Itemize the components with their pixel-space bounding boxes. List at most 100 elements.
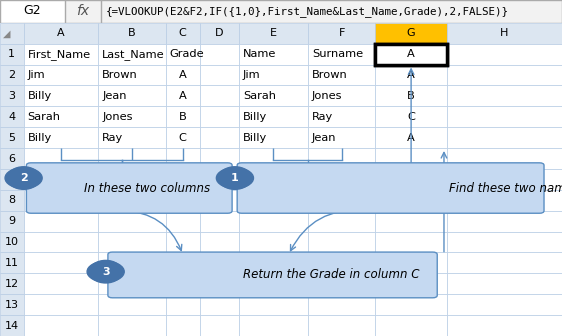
Text: First_Name: First_Name: [28, 49, 90, 59]
Text: 1: 1: [8, 49, 15, 59]
Text: Surname: Surname: [312, 49, 363, 59]
Text: 7: 7: [8, 174, 15, 184]
Text: 11: 11: [5, 258, 19, 268]
Text: A: A: [57, 28, 65, 38]
Bar: [24, 169, 98, 190]
Bar: [0, 65, 24, 85]
Bar: [239, 232, 308, 252]
Text: 4: 4: [8, 112, 15, 122]
Bar: [166, 294, 200, 315]
Bar: [308, 190, 375, 211]
Bar: [166, 315, 200, 336]
Bar: [0, 315, 24, 336]
Bar: [24, 148, 98, 169]
Bar: [24, 44, 98, 65]
Bar: [375, 148, 447, 169]
Text: Jim: Jim: [243, 70, 260, 80]
Bar: [447, 85, 562, 107]
Bar: [24, 23, 98, 44]
Bar: [0, 148, 24, 169]
Bar: [239, 127, 308, 148]
Bar: [239, 44, 308, 65]
Bar: [166, 127, 200, 148]
Bar: [239, 294, 308, 315]
Bar: [308, 65, 375, 85]
Bar: [447, 294, 562, 315]
Bar: [98, 211, 166, 232]
Circle shape: [87, 261, 124, 282]
Bar: [166, 44, 200, 65]
Text: A: A: [407, 49, 415, 59]
Bar: [166, 190, 200, 211]
Bar: [200, 252, 239, 274]
Ellipse shape: [7, 167, 40, 189]
Bar: [200, 211, 239, 232]
Bar: [0, 232, 24, 252]
Bar: [200, 294, 239, 315]
Bar: [98, 294, 166, 315]
Bar: [375, 127, 447, 148]
Text: A: A: [407, 133, 415, 143]
Text: D: D: [215, 28, 224, 38]
Text: Grade: Grade: [170, 49, 205, 59]
Bar: [200, 23, 239, 44]
Bar: [200, 44, 239, 65]
Bar: [447, 211, 562, 232]
Text: Billy: Billy: [243, 112, 267, 122]
Bar: [200, 107, 239, 127]
Bar: [98, 274, 166, 294]
Text: Jones: Jones: [312, 91, 342, 101]
Text: 9: 9: [8, 216, 15, 226]
Bar: [447, 148, 562, 169]
FancyBboxPatch shape: [237, 163, 544, 213]
Bar: [200, 148, 239, 169]
Bar: [375, 252, 447, 274]
Text: 8: 8: [8, 195, 15, 205]
FancyBboxPatch shape: [108, 252, 437, 298]
Text: Jean: Jean: [102, 91, 127, 101]
Bar: [375, 23, 447, 44]
Text: B: B: [179, 112, 187, 122]
Bar: [447, 190, 562, 211]
Bar: [0, 211, 24, 232]
Bar: [24, 65, 98, 85]
Bar: [98, 44, 166, 65]
Text: C: C: [407, 112, 415, 122]
Bar: [200, 169, 239, 190]
Text: 3: 3: [8, 91, 15, 101]
Text: B: B: [128, 28, 136, 38]
Bar: [375, 211, 447, 232]
Bar: [0, 85, 24, 107]
Bar: [239, 85, 308, 107]
Bar: [0, 169, 24, 190]
Bar: [98, 23, 166, 44]
Bar: [98, 252, 166, 274]
Text: C: C: [179, 28, 187, 38]
Bar: [447, 232, 562, 252]
Text: Ray: Ray: [102, 133, 124, 143]
Text: E: E: [270, 28, 277, 38]
Bar: [166, 211, 200, 232]
Bar: [98, 85, 166, 107]
Bar: [239, 211, 308, 232]
Bar: [24, 315, 98, 336]
FancyBboxPatch shape: [26, 163, 232, 213]
Bar: [308, 294, 375, 315]
Bar: [0, 294, 24, 315]
Bar: [24, 127, 98, 148]
Bar: [98, 148, 166, 169]
Bar: [375, 85, 447, 107]
Bar: [308, 274, 375, 294]
Bar: [166, 252, 200, 274]
Text: Jones: Jones: [102, 112, 133, 122]
Text: In these two columns: In these two columns: [84, 181, 210, 195]
Text: Jean: Jean: [312, 133, 337, 143]
Text: A: A: [179, 91, 187, 101]
Text: 5: 5: [8, 133, 15, 143]
Bar: [166, 65, 200, 85]
Ellipse shape: [219, 167, 251, 189]
Bar: [447, 315, 562, 336]
Bar: [0, 252, 24, 274]
Text: F: F: [338, 28, 345, 38]
Bar: [98, 315, 166, 336]
